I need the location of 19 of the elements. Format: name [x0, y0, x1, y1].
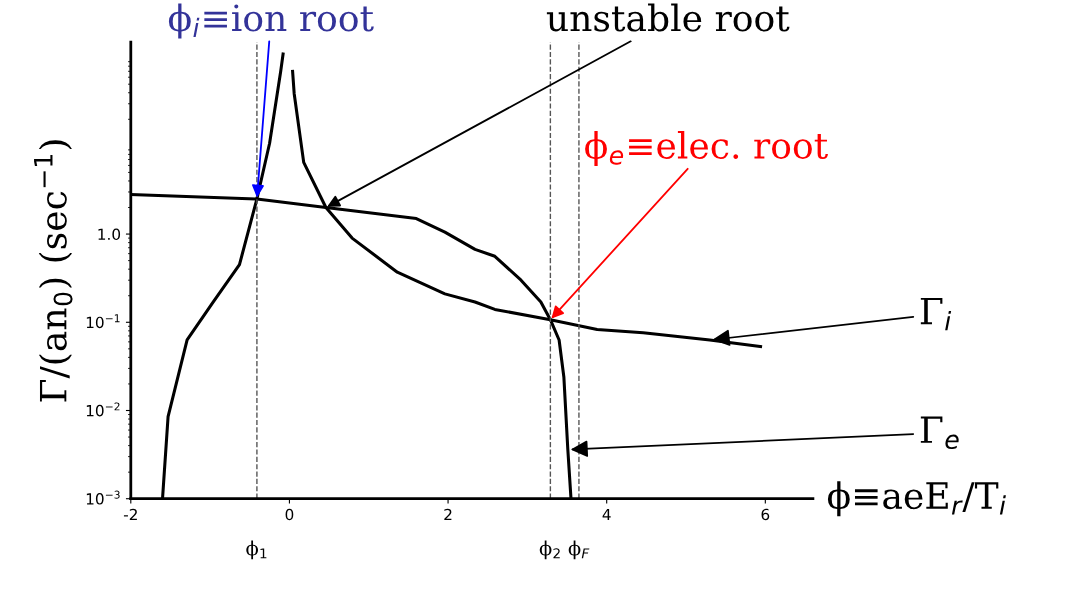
text: Γ$_{i}$ [920, 297, 952, 331]
x-tick-label: -2 [123, 508, 137, 521]
y-tick-label: 10$^{−3}$ [86, 490, 120, 505]
y-axis-title: Γ/(an$_{0}$) (sec$^{−1}$) [34, 140, 73, 402]
x-axis-title: ϕ≡aeE$_{r}$/T$_{i}$ [827, 481, 1006, 517]
ref-line-label: ϕ$_{F}$ [568, 540, 590, 560]
ref-line-label: ϕ$_{2}$ [539, 540, 560, 560]
annotation: ϕ$_{e}$≡elec. root [585, 131, 828, 166]
y-tick-label: 1.0 [98, 228, 121, 241]
x-tick-label: 4 [602, 508, 611, 521]
x-tick-label: 2 [444, 508, 452, 521]
x-tick-label: 6 [761, 508, 770, 521]
x-tick-label: 0 [285, 508, 294, 521]
annotation: unstable root [546, 3, 790, 32]
y-tick-label: 10$^{−1}$ [86, 314, 120, 329]
text: Γ$_{e}$ [920, 416, 959, 450]
ref-line-label: ϕ$_{1}$ [246, 540, 267, 560]
annotation: ϕ$_{i}$≡ion root [168, 3, 374, 39]
y-tick-label: 10$^{−2}$ [86, 402, 120, 417]
